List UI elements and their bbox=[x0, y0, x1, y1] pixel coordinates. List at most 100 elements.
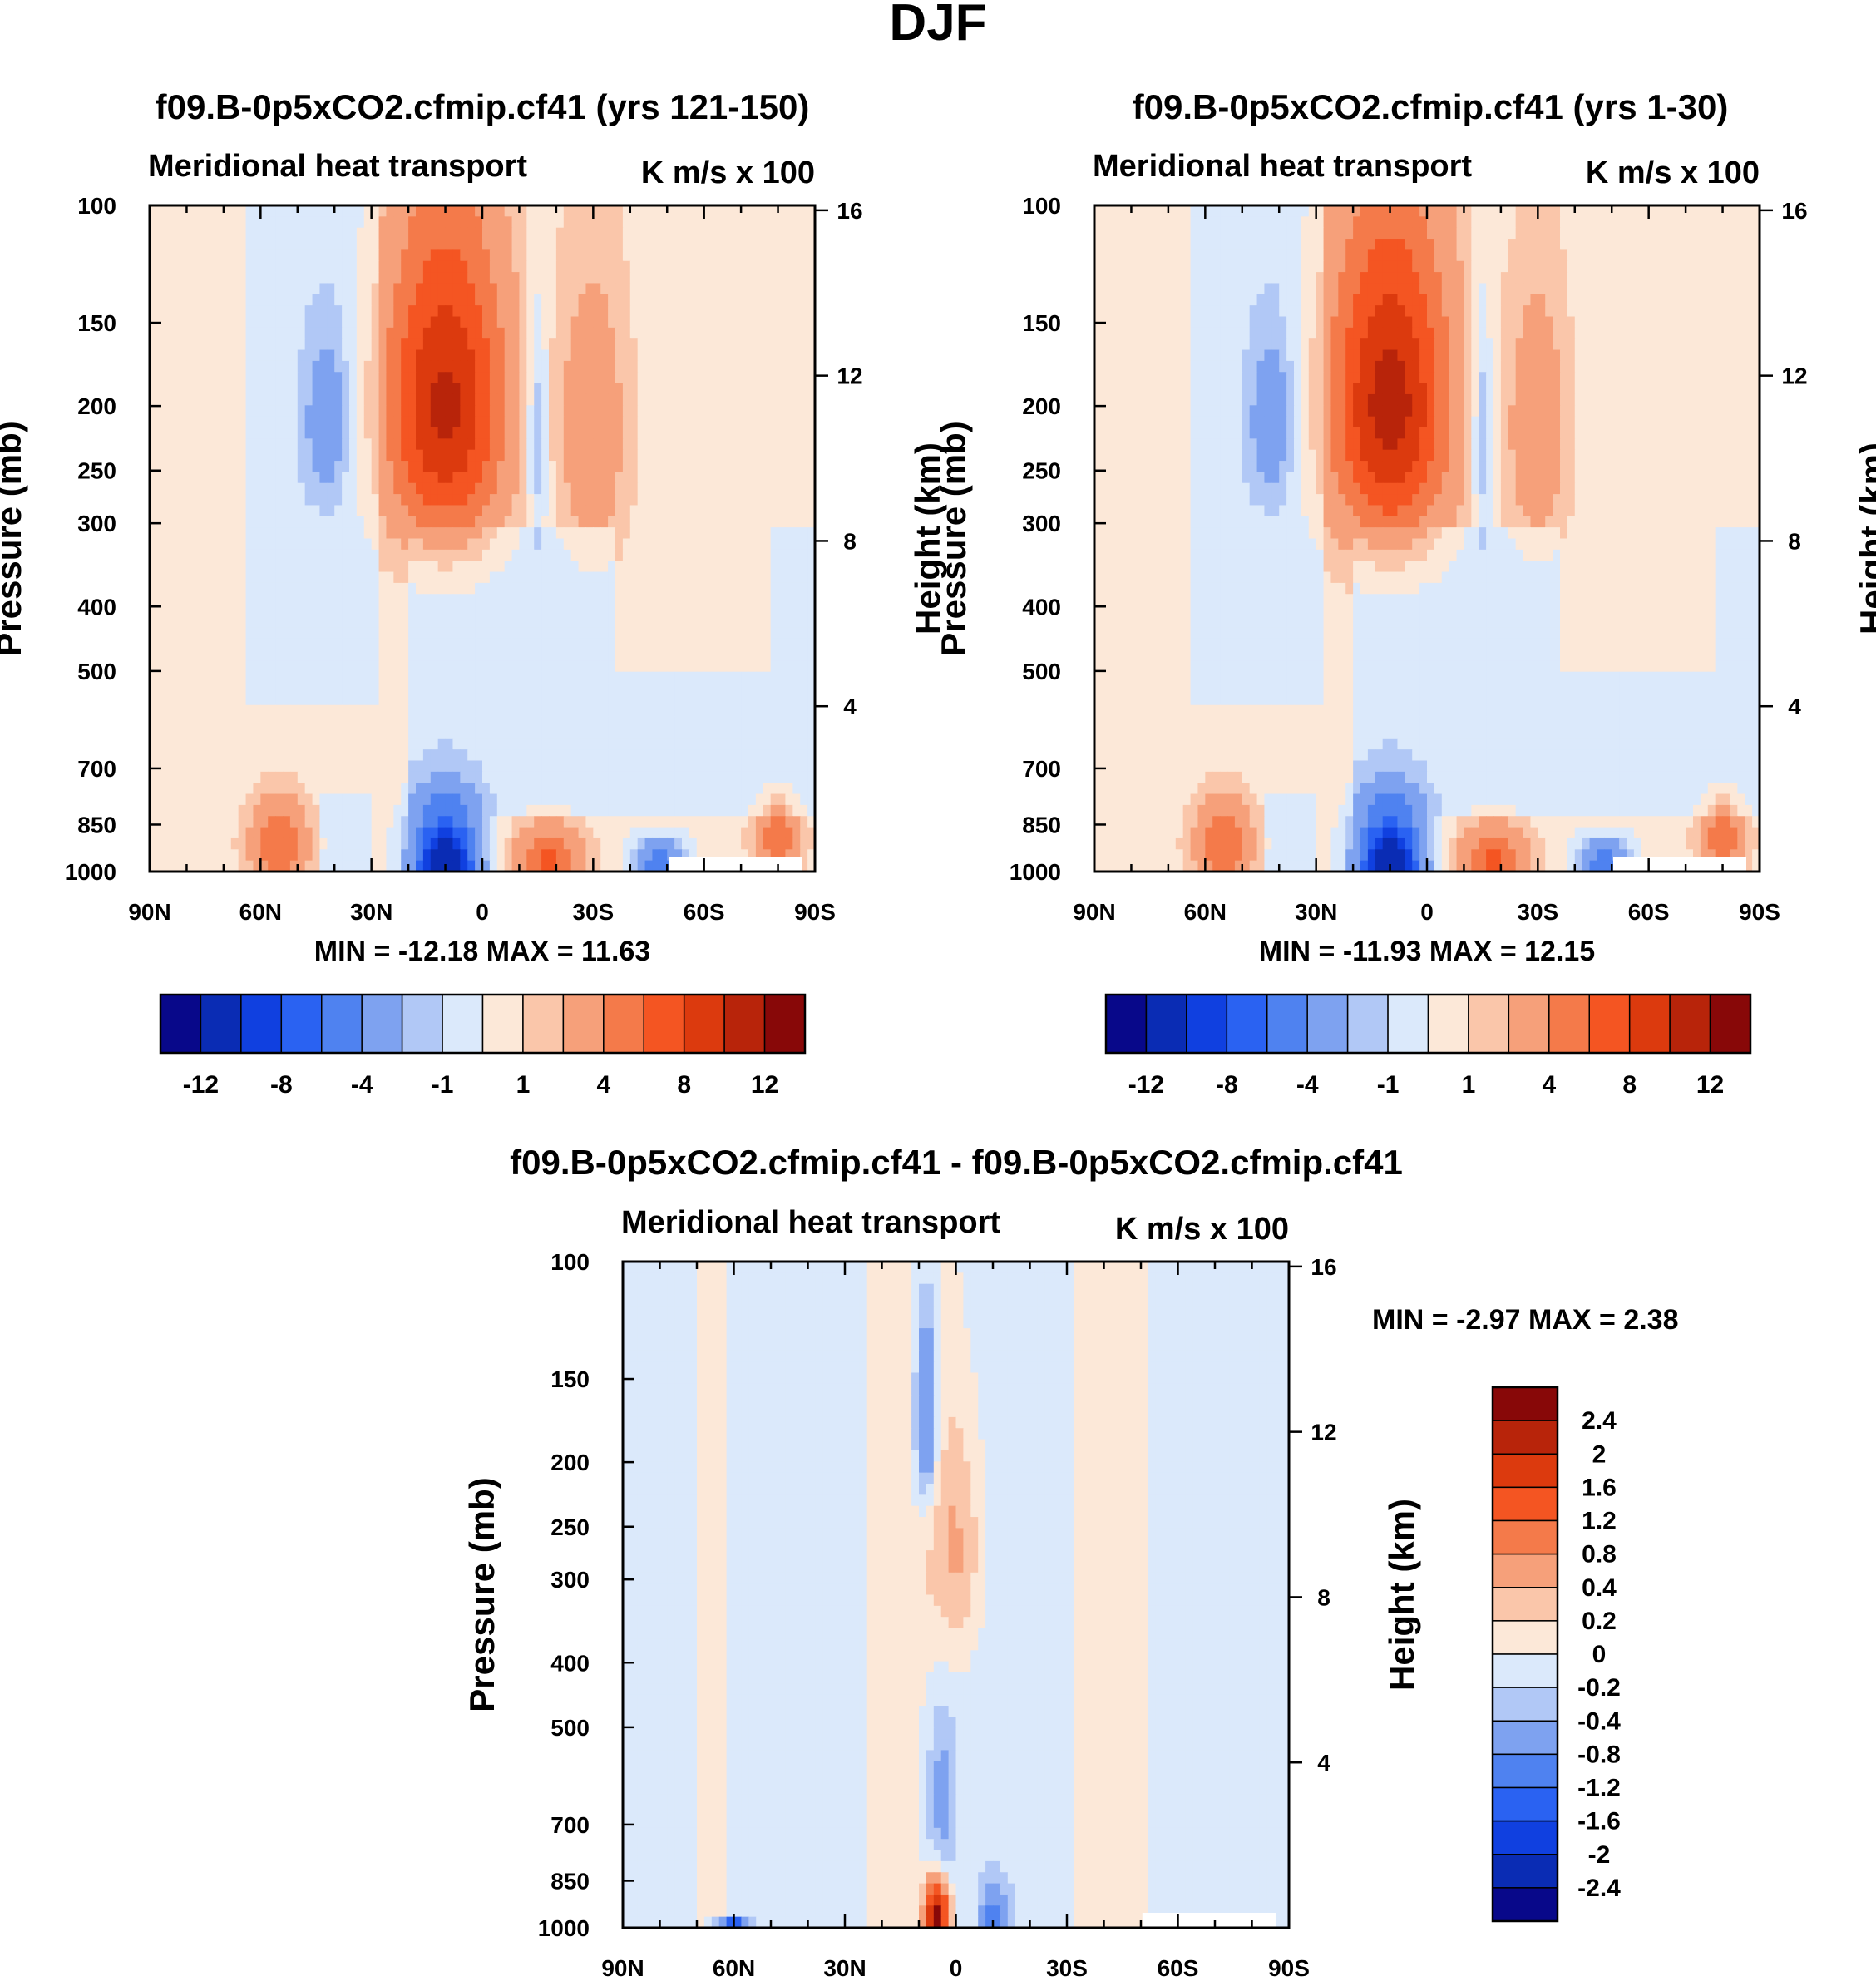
contour-cell bbox=[245, 393, 254, 406]
contour-cell bbox=[549, 461, 557, 472]
contour-cell bbox=[363, 316, 373, 329]
contour-cell bbox=[644, 516, 654, 528]
contour-cell bbox=[378, 461, 388, 472]
contour-cell bbox=[416, 239, 424, 250]
contour-cell bbox=[482, 360, 491, 373]
contour-cell bbox=[304, 694, 313, 706]
contour-cell bbox=[593, 205, 601, 217]
contour-cell bbox=[216, 549, 225, 561]
contour-cell bbox=[511, 205, 521, 217]
contour-cell bbox=[327, 571, 335, 584]
contour-cell bbox=[416, 783, 424, 795]
contour-cell bbox=[289, 716, 299, 729]
contour-cell bbox=[253, 694, 261, 706]
contour-cell bbox=[652, 516, 660, 528]
contour-cell bbox=[682, 283, 690, 295]
contour-cell bbox=[349, 527, 358, 540]
contour-cell bbox=[526, 683, 535, 694]
contour-cell bbox=[156, 671, 165, 684]
contour-cell bbox=[682, 694, 690, 706]
contour-cell bbox=[659, 538, 668, 551]
contour-cell bbox=[578, 727, 587, 739]
contour-cell bbox=[371, 427, 380, 439]
contour-cell bbox=[733, 582, 742, 595]
contour-cell bbox=[629, 605, 639, 617]
contour-cell bbox=[156, 738, 165, 750]
contour-cell bbox=[304, 505, 313, 517]
contour-cell bbox=[733, 461, 742, 472]
contour-cell bbox=[652, 738, 660, 750]
contour-cell bbox=[467, 472, 476, 484]
contour-cell bbox=[223, 249, 232, 262]
contour-cell bbox=[689, 360, 698, 373]
contour-cell bbox=[763, 727, 772, 739]
contour-cell bbox=[245, 349, 254, 362]
contour-cell bbox=[496, 427, 506, 439]
contour-cell bbox=[615, 527, 624, 540]
contour-cell bbox=[637, 461, 646, 472]
contour-cell bbox=[778, 349, 787, 362]
contour-cell bbox=[150, 260, 158, 273]
contour-cell bbox=[637, 582, 646, 595]
contour-cell bbox=[674, 716, 683, 729]
contour-cell bbox=[689, 305, 698, 318]
contour-cell bbox=[755, 650, 764, 661]
contour-cell bbox=[549, 272, 557, 284]
contour-cell bbox=[570, 804, 580, 817]
contour-cell bbox=[778, 327, 787, 339]
contour-cell bbox=[275, 538, 284, 551]
contour-cell bbox=[585, 571, 594, 584]
contour-cell bbox=[593, 694, 601, 706]
contour-cell bbox=[327, 605, 335, 617]
contour-cell bbox=[711, 249, 720, 262]
contour-cell bbox=[748, 283, 757, 295]
contour-cell bbox=[164, 327, 173, 339]
contour-cell bbox=[156, 505, 165, 517]
contour-cell bbox=[792, 349, 801, 362]
contour-cell bbox=[570, 760, 580, 773]
contour-cell bbox=[216, 305, 225, 318]
contour-cell bbox=[327, 249, 335, 262]
contour-cell bbox=[629, 383, 639, 395]
contour-cell bbox=[408, 327, 417, 339]
contour-cell bbox=[342, 461, 350, 472]
contour-cell bbox=[674, 527, 683, 540]
contour-cell bbox=[778, 272, 787, 284]
contour-cell bbox=[682, 294, 690, 306]
contour-cell bbox=[430, 804, 439, 817]
contour-cell bbox=[230, 393, 239, 406]
contour-cell bbox=[238, 816, 247, 828]
contour-cell bbox=[171, 305, 180, 318]
contour-cell bbox=[437, 283, 447, 295]
contour-cell bbox=[452, 749, 461, 762]
contour-cell bbox=[741, 372, 749, 384]
contour-cell bbox=[570, 472, 580, 484]
contour-cell bbox=[283, 260, 291, 273]
contour-cell bbox=[216, 704, 225, 717]
contour-cell bbox=[755, 216, 764, 229]
contour-cell bbox=[755, 527, 764, 540]
contour-cell bbox=[489, 793, 498, 806]
contour-cell bbox=[785, 449, 793, 462]
contour-cell bbox=[563, 405, 572, 417]
contour-cell bbox=[371, 804, 380, 817]
contour-cell bbox=[600, 505, 609, 517]
contour-cell bbox=[496, 571, 506, 584]
contour-cell bbox=[342, 549, 350, 561]
contour-cell bbox=[585, 327, 594, 339]
contour-cell bbox=[482, 416, 491, 428]
contour-cell bbox=[209, 294, 217, 306]
contour-cell bbox=[201, 793, 210, 806]
contour-cell bbox=[741, 650, 749, 661]
contour-cell bbox=[800, 239, 808, 250]
contour-field bbox=[150, 205, 816, 872]
contour-cell bbox=[437, 571, 447, 584]
contour-cell bbox=[785, 216, 793, 229]
contour-cell bbox=[519, 249, 527, 262]
contour-cell bbox=[755, 294, 764, 306]
contour-cell bbox=[770, 527, 779, 540]
contour-cell bbox=[704, 527, 713, 540]
contour-cell bbox=[297, 338, 306, 351]
contour-cell bbox=[608, 771, 616, 783]
contour-cell bbox=[467, 360, 476, 373]
